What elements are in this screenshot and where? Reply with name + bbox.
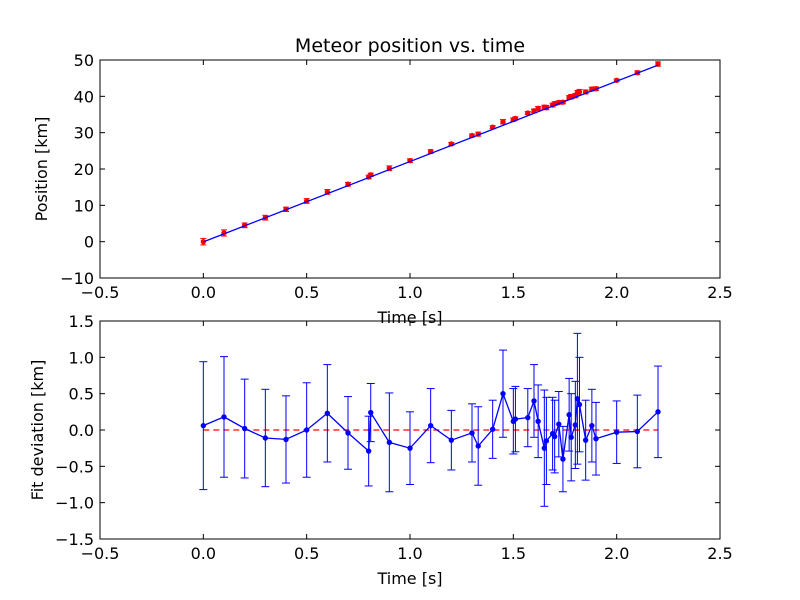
x-tick-label: 0.0 [191, 283, 216, 302]
x-tick-label: 1.0 [397, 544, 422, 563]
data-point [500, 390, 506, 397]
position-plot-frame [99, 59, 721, 279]
x-tick-label: 2.5 [707, 283, 732, 302]
x-tick-label: 2.0 [604, 544, 629, 563]
x-tick-label: 2.5 [707, 544, 732, 563]
y-tick-label: 20 [74, 160, 94, 179]
x-tick-label: 0.0 [191, 544, 216, 563]
data-point [283, 436, 289, 443]
data-point [448, 437, 455, 443]
y-axis-label: Fit deviation [km] [28, 360, 47, 501]
data-point [560, 456, 566, 462]
data-point [589, 422, 595, 429]
data-point [489, 426, 496, 432]
y-tick-label: 0.0 [69, 421, 94, 440]
data-point [241, 425, 248, 432]
data-point [541, 445, 548, 451]
x-tick-label: 0.5 [294, 283, 319, 302]
deviation-marks [199, 332, 662, 507]
y-tick-label: 1.0 [69, 348, 94, 367]
y-tick-label: 1.5 [69, 312, 94, 331]
position-ticks: −0.5 0.0 0.5 1.0 1.5 2.0 2.5 −10 0 10 20 30 40 50 [60, 51, 732, 302]
data-point [572, 422, 579, 428]
data-point [303, 427, 310, 433]
data-point [386, 439, 393, 446]
data-point [368, 409, 374, 416]
chart-title: Meteor position vs. time [295, 35, 525, 57]
y-tick-label: −0.5 [55, 457, 94, 476]
deviation-subplot: −0.5 0.0 0.5 1.0 1.5 2.0 2.5 −1.5 −1.0 −0.5 0.0 0.5… [28, 312, 733, 588]
position-subplot: Meteor position vs. time −0.5 0.0 0.5 1.0 1.… [32, 35, 733, 327]
y-tick-label: −1.5 [55, 530, 94, 549]
data-point [535, 418, 541, 424]
x-tick-label: 0.5 [294, 544, 319, 563]
data-point [200, 422, 207, 429]
data-point [593, 436, 599, 442]
fit-line [203, 64, 659, 243]
y-tick-label: 0.5 [69, 385, 94, 404]
y-axis-label: Position [km] [32, 117, 51, 222]
data-point [535, 105, 541, 112]
data-point [221, 414, 227, 420]
data-point [475, 443, 481, 449]
data-point [324, 410, 331, 416]
y-tick-label: −10 [60, 269, 94, 288]
data-point [427, 422, 434, 429]
y-tick-label: −1.0 [55, 494, 94, 513]
deviation-line [203, 391, 659, 460]
data-point [531, 398, 537, 404]
data-point [655, 409, 661, 415]
y-tick-label: 40 [74, 87, 94, 106]
data-point [500, 119, 506, 125]
data-point [345, 430, 351, 436]
y-tick-label: 0 [84, 233, 94, 252]
data-point [262, 435, 269, 441]
y-tick-label: 30 [74, 124, 94, 143]
x-tick-label: −0.5 [81, 544, 120, 563]
x-axis-label: Time [s] [376, 569, 442, 588]
x-tick-label: −0.5 [81, 283, 120, 302]
data-point [469, 430, 475, 436]
data-point [551, 433, 558, 440]
data-point [512, 416, 519, 422]
data-point [613, 429, 620, 435]
data-point [634, 428, 641, 435]
x-tick-label: 1.0 [397, 283, 422, 302]
deviation-ticks: −0.5 0.0 0.5 1.0 1.5 2.0 2.5 −1.5 −1.0 −0.5 0.0 0.5… [55, 312, 733, 563]
data-point [582, 437, 589, 443]
data-point [556, 421, 562, 427]
x-axis-label: Time [s] [376, 308, 442, 327]
position-marks [200, 61, 661, 246]
data-point [576, 89, 583, 95]
data-point [543, 438, 550, 444]
data-point [574, 396, 581, 402]
data-point [576, 401, 583, 408]
x-tick-label: 1.5 [501, 283, 526, 302]
x-tick-label: 2.0 [604, 283, 629, 302]
x-tick-label: 1.5 [501, 544, 526, 563]
data-point [365, 448, 372, 454]
data-point [525, 414, 531, 421]
data-point [566, 412, 572, 418]
data-point [568, 434, 574, 440]
y-tick-label: 10 [74, 196, 94, 215]
data-point [407, 445, 413, 451]
y-tick-label: 50 [74, 51, 94, 70]
